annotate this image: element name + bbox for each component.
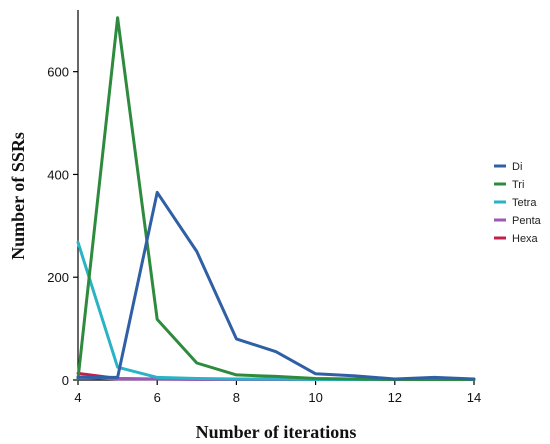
legend-label-hexa: Hexa xyxy=(512,233,539,245)
x-tick-label: 10 xyxy=(308,390,322,405)
x-tick-label: 8 xyxy=(233,390,240,405)
x-tick-label: 6 xyxy=(154,390,161,405)
legend-label-di: Di xyxy=(512,161,522,173)
series-line-di xyxy=(76,190,476,381)
legend-label-penta: Penta xyxy=(512,215,542,227)
x-tick-label: 12 xyxy=(388,390,402,405)
y-tick-label: 200 xyxy=(47,270,69,285)
x-tick-label: 4 xyxy=(74,390,81,405)
series-lines xyxy=(76,16,476,381)
x-axis-ticks: 4 6 8 10 12 14 xyxy=(74,380,481,405)
legend-label-tri: Tri xyxy=(512,179,524,191)
plot-area xyxy=(77,10,474,381)
x-tick-label: 14 xyxy=(467,390,481,405)
y-tick-label: 600 xyxy=(47,65,69,80)
y-tick-label: 0 xyxy=(62,373,69,388)
series-line-tri xyxy=(76,16,476,381)
y-axis-ticks: 0 200 400 600 xyxy=(47,65,78,388)
y-tick-label: 400 xyxy=(47,167,69,182)
series-line-tetra xyxy=(76,240,476,381)
y-axis-title: Number of SSRs xyxy=(8,132,28,260)
legend-label-tetra: Tetra xyxy=(512,197,537,209)
legend: Di Tri Tetra Penta Hexa xyxy=(494,161,542,245)
x-axis-title: Number of iterations xyxy=(196,422,357,442)
